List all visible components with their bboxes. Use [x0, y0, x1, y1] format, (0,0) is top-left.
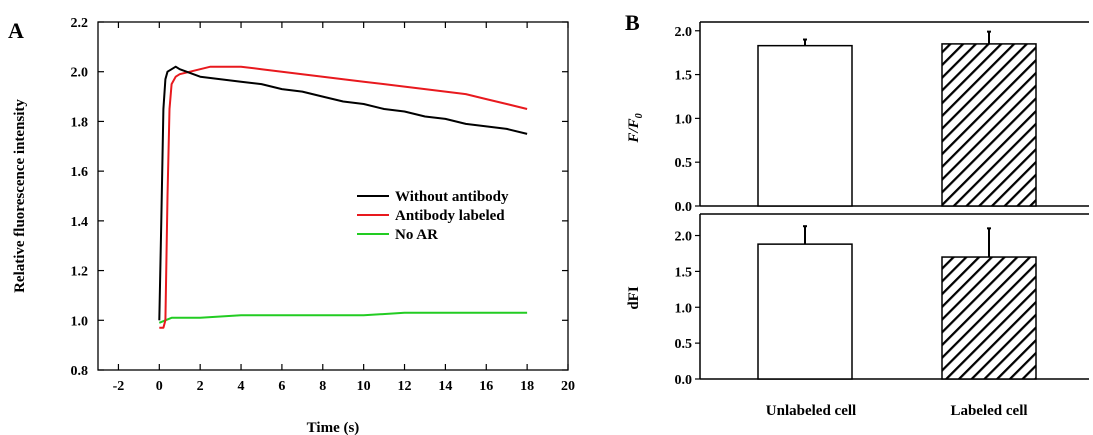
- bar-chart-panel-b-top: 0.0 0.5 1.0 1.5 2.0 F/F0: [626, 21, 1089, 215]
- series-lines-a: [158, 65, 528, 329]
- y-tick-label: 0.0: [675, 373, 693, 388]
- x-tick-label: 18: [520, 379, 534, 394]
- x-tick-label: 12: [398, 379, 412, 394]
- y-tick-label: 0.5: [675, 337, 693, 352]
- x-tick-label: 16: [479, 379, 493, 394]
- panel-a-letter: A: [8, 18, 24, 43]
- y-axis-label-a: Relative fluorescence intensity: [12, 99, 28, 293]
- y-tick-label: 0.0: [675, 200, 693, 215]
- y-tick-label: 1.5: [675, 265, 693, 280]
- y-tick-label: 1.0: [675, 301, 693, 316]
- y-tick-label: 1.2: [71, 265, 89, 280]
- legend-label-2: No AR: [395, 227, 438, 243]
- y-axis-label-b-top-sub: 0: [634, 113, 645, 118]
- y-axis-label-b-top-main: F/F: [626, 118, 642, 143]
- bar-chart-panel-b-bottom: 0.0 0.5 1.0 1.5 2.0 dFI Unlabeled cell Label…: [626, 213, 1089, 419]
- y-tick-label: 0.5: [675, 156, 693, 171]
- y-axis-label-b-bottom: dFI: [626, 286, 642, 310]
- y-tick-label: 1.6: [71, 165, 89, 180]
- series-line-2: [158, 311, 528, 324]
- y-tick-label: 0.8: [71, 364, 89, 379]
- series-line-0: [158, 65, 528, 321]
- y-tick-label: 1.0: [71, 314, 89, 329]
- bar-1: [941, 43, 1037, 207]
- bar-0: [757, 243, 853, 380]
- legend-label-0: Without antibody: [395, 189, 509, 205]
- y-tick-label: 2.0: [71, 66, 89, 81]
- bars-b-top: [757, 30, 1037, 207]
- bars-b-bottom: [757, 225, 1037, 380]
- bar-0: [757, 44, 853, 207]
- x-tick-label: 2: [197, 379, 204, 394]
- plot-frame-a: [97, 21, 569, 371]
- y-tick-label: 2.0: [675, 230, 693, 245]
- legend-label-1: Antibody labeled: [395, 208, 505, 224]
- y-tick-label: 1.0: [675, 112, 693, 127]
- x-tick-label: -2: [113, 379, 125, 394]
- x-tick-label: 20: [561, 379, 575, 394]
- bar-1: [941, 256, 1037, 380]
- x-tick-label: 4: [238, 379, 245, 394]
- y-tick-label: 1.5: [675, 69, 693, 84]
- x-tick-label: 6: [278, 379, 285, 394]
- legend-a: Without antibody Antibody labeled No AR: [357, 189, 509, 243]
- x-tick-label: 10: [357, 379, 371, 394]
- panel-b-letter: B: [625, 10, 640, 35]
- x-axis-label-a: Time (s): [307, 420, 360, 435]
- line-chart-panel-a: -2 0 2 4 6 8 10 12 14 16 18 20 0.8 1.0 1.2 1.4 1.6 1.8 2.0…: [12, 16, 575, 435]
- y-tick-label: 1.4: [71, 215, 89, 230]
- x-tick-label: 14: [438, 379, 452, 394]
- category-label-unlabeled: Unlabeled cell: [766, 403, 856, 419]
- y-tick-label: 1.8: [71, 115, 89, 130]
- y-tick-label: 2.0: [675, 25, 693, 40]
- category-label-labeled: Labeled cell: [950, 403, 1027, 419]
- axis-ticks-a: -2 0 2 4 6 8 10 12 14 16 18 20 0.8 1.0 1.2 1.4 1.6 1.8 2.0…: [71, 16, 576, 394]
- y-axis-label-b-top: F/F0: [626, 113, 645, 143]
- x-tick-label: 8: [319, 379, 326, 394]
- series-line-1: [159, 65, 528, 329]
- x-tick-label: 0: [156, 379, 163, 394]
- y-tick-label: 2.2: [71, 16, 89, 31]
